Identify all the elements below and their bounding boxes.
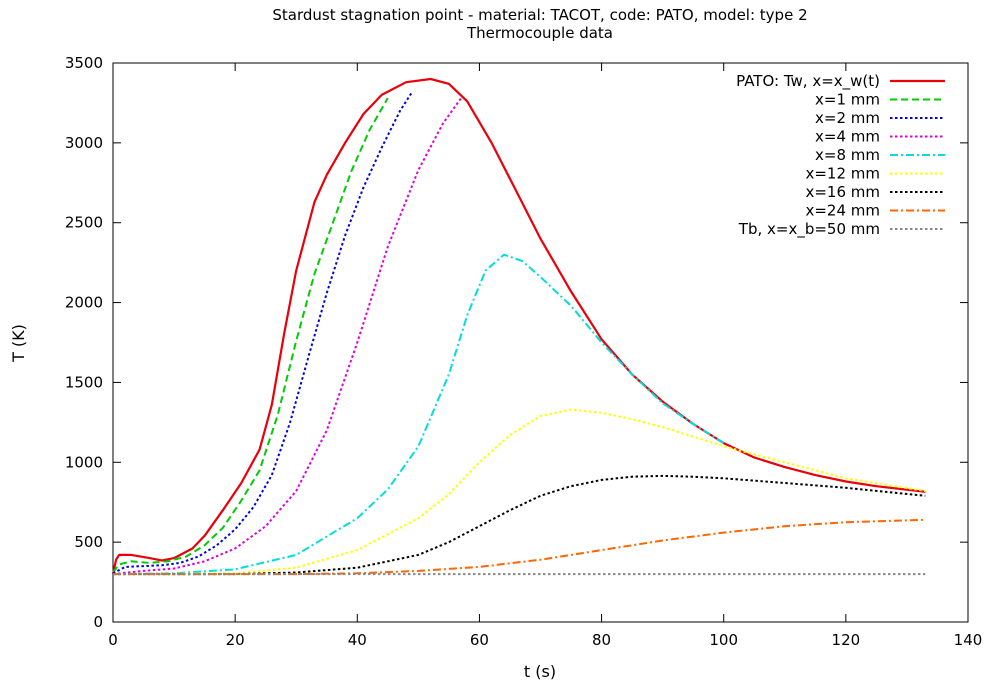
legend-label: x=2 mm (815, 109, 880, 127)
x-tick-label: 100 (709, 631, 738, 649)
chart-subtitle: Thermocouple data (466, 24, 613, 42)
x-tick-label: 140 (954, 631, 983, 649)
series-line-6 (112, 408, 926, 576)
y-tick-label: 1000 (65, 453, 103, 471)
legend-label: Tb, x=x_b=50 mm (738, 220, 880, 239)
x-axis-label: t (s) (524, 662, 556, 681)
legend-label: x=24 mm (805, 202, 880, 220)
legend: PATO: Tw, x=x_w(t)x=1 mmx=2 mmx=4 mmx=8 … (736, 72, 945, 239)
series-line-2 (112, 97, 389, 574)
y-tick-label: 500 (74, 533, 103, 551)
y-tick-label: 2000 (65, 294, 103, 312)
x-tick-label: 80 (592, 631, 611, 649)
series-layer (111, 77, 926, 576)
series-line-1 (111, 77, 926, 575)
x-axis: 0 20 40 60 80 100 120 140 (108, 63, 982, 649)
series-line-8 (113, 518, 926, 576)
legend-label: x=4 mm (815, 128, 880, 146)
legend-label: x=8 mm (815, 146, 880, 164)
legend-label: x=1 mm (815, 91, 880, 109)
plot-frame (112, 62, 969, 623)
x-tick-label: 0 (108, 631, 118, 649)
legend-label: PATO: Tw, x=x_w(t) (736, 72, 880, 91)
x-tick-label: 20 (226, 631, 245, 649)
legend-label: x=12 mm (805, 165, 880, 183)
y-tick-label: 3500 (65, 54, 103, 72)
chart-title: Stardust stagnation point - material: TA… (272, 6, 807, 24)
series-line-3 (112, 91, 414, 575)
legend-label: x=16 mm (805, 183, 880, 201)
y-axis-label: T (K) (9, 324, 28, 363)
series-line-4 (112, 97, 462, 576)
y-tick-label: 3000 (65, 134, 103, 152)
x-tick-label: 60 (470, 631, 489, 649)
y-tick-label: 2500 (65, 214, 103, 232)
y-axis: 0 500 1000 1500 2000 2500 3000 3500 (65, 54, 968, 631)
x-tick-label: 120 (832, 631, 861, 649)
y-tick-label: 0 (93, 613, 103, 631)
series-line-5 (112, 253, 725, 576)
x-tick-label: 40 (348, 631, 367, 649)
y-tick-label: 1500 (65, 373, 103, 391)
